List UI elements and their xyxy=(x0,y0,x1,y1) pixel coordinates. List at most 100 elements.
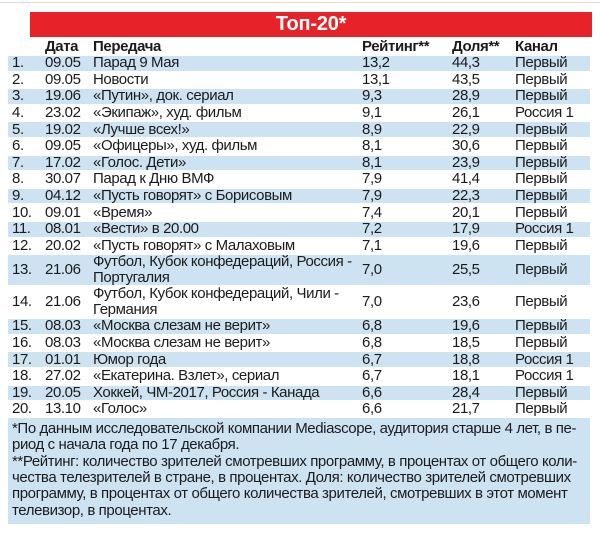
table-row: 16. 08.03 «Москва слезам не верит» 6,8 18,5 П… xyxy=(8,335,590,352)
cell-date: 04.12 xyxy=(45,187,81,205)
table-row: 17. 01.01 Юмор года 6,7 18,8 Россия 1 xyxy=(8,351,590,368)
cell-num: 20. xyxy=(12,400,32,418)
cell-share: 28,9 xyxy=(452,87,480,105)
cell-date: 09.05 xyxy=(45,70,81,88)
cell-share: 18,5 xyxy=(452,334,480,352)
table-row: 12. 20.02 «Пусть говорят» с Малаховым 7,1 19… xyxy=(8,236,590,255)
cell-date: 30.07 xyxy=(45,170,81,188)
footnote-line: телевизор, в процентах. xyxy=(12,501,172,519)
cell-share: 22,3 xyxy=(452,187,480,205)
cell-num: 5. xyxy=(12,120,24,138)
cell-share: 18,1 xyxy=(452,367,480,385)
cell-num: 12. xyxy=(12,236,32,254)
cell-channel: Россия 1 xyxy=(515,367,574,385)
cell-channel: Первый xyxy=(515,400,568,418)
cell-share: 25,5 xyxy=(452,261,480,279)
cell-num: 6. xyxy=(12,137,24,155)
cell-program: Хоккей, ЧМ-2017, Россия - Канада xyxy=(93,383,320,401)
footnotes: *По данным исследовательской компании Me… xyxy=(8,417,590,525)
cell-program: «Москва слезам не верит» xyxy=(93,317,270,335)
cell-num: 17. xyxy=(12,350,32,368)
cell-program: Новости xyxy=(93,70,149,88)
cell-share: 21,7 xyxy=(452,400,480,418)
footnote-line: **Рейтинг: количество зрителей смотревши… xyxy=(12,452,577,470)
cell-date: 17.02 xyxy=(45,153,81,171)
table-row: 8. 30.07 Парад к Дню ВМФ 7,9 41,4 Первый xyxy=(8,171,590,188)
table-row: 1. 09.05 Парад 9 Мая 13,2 44,3 Первый xyxy=(8,55,590,72)
cell-channel: Первый xyxy=(515,153,568,171)
cell-rating: 7,2 xyxy=(362,220,382,238)
cell-program: «Офицеры», худ. фильм xyxy=(93,137,258,155)
table-body: 1. 09.05 Парад 9 Мая 13,2 44,3 Первый 2. 09.05 Н… xyxy=(8,55,590,418)
footnote-line: программу, в процентах от общего количес… xyxy=(12,485,568,503)
cell-date: 13.10 xyxy=(45,400,81,418)
header-program: Передача xyxy=(93,37,161,55)
cell-share: 18,8 xyxy=(452,350,480,368)
cell-program: Футбол, Кубок конфедераций, Россия - Пор… xyxy=(93,253,352,287)
cell-share: 26,1 xyxy=(452,104,480,122)
cell-rating: 7,0 xyxy=(362,261,382,279)
cell-num: 14. xyxy=(12,293,32,311)
cell-rating: 8,1 xyxy=(362,137,382,155)
cell-channel: Россия 1 xyxy=(515,104,574,122)
cell-channel: Первый xyxy=(515,120,568,138)
cell-num: 13. xyxy=(12,261,32,279)
title-bar: Топ-20* xyxy=(30,12,592,37)
cell-channel: Первый xyxy=(515,87,568,105)
cell-rating: 6,8 xyxy=(362,334,382,352)
cell-share: 41,4 xyxy=(452,170,480,188)
cell-channel: Россия 1 xyxy=(515,350,574,368)
cell-rating: 13,1 xyxy=(362,70,390,88)
cell-share: 30,6 xyxy=(452,137,480,155)
cell-share: 20,1 xyxy=(452,203,480,221)
table-row: 9. 04.12 «Пусть говорят» с Борисовым 7,9 22,… xyxy=(8,188,590,205)
cell-date: 19.06 xyxy=(45,87,81,105)
cell-date: 21.06 xyxy=(45,293,81,311)
cell-date: 09.05 xyxy=(45,137,81,155)
cell-rating: 6,7 xyxy=(362,350,382,368)
cell-num: 11. xyxy=(12,220,31,238)
cell-date: 20.05 xyxy=(45,383,81,401)
cell-channel: Первый xyxy=(515,334,568,352)
cell-rating: 6,6 xyxy=(362,400,382,418)
cell-date: 08.03 xyxy=(45,334,81,352)
cell-program: Футбол, Кубок конфедераций, Чили - Герма… xyxy=(93,285,339,319)
cell-num: 8. xyxy=(12,170,24,188)
footnote-line: чества телезрителей в стране, в процента… xyxy=(12,468,571,486)
cell-num: 7. xyxy=(12,153,24,171)
table-row: 5. 19.02 «Лучше всех!» 8,9 22,9 Первый xyxy=(8,121,590,138)
table-row: 10. 09.01 «Время» 7,4 20,1 Первый xyxy=(8,204,590,221)
table-row: 3. 19.06 «Путин», док. сериал 9,3 28,9 Первый xyxy=(8,88,590,105)
table-row: 11. 08.01 «Вести» в 20.00 7,2 17,9 Россия 1 xyxy=(8,221,590,238)
cell-num: 2. xyxy=(12,70,24,88)
footnote-line: *По данным исследовательской компании Me… xyxy=(12,419,577,437)
table-row: 20. 13.10 «Голос» 6,6 21,7 Первый xyxy=(8,401,590,418)
cell-program: «Лучше всех!» xyxy=(93,120,190,138)
cell-channel: Первый xyxy=(515,137,568,155)
cell-share: 23,9 xyxy=(452,153,480,171)
cell-date: 09.01 xyxy=(45,203,81,221)
cell-program: «Голос» xyxy=(93,400,147,418)
content: Топ-20* Дата Передача Рейтинг** Доля** К… xyxy=(8,12,592,525)
table-row: 15. 08.03 «Москва слезам не верит» 6,8 19,6 П… xyxy=(8,318,590,335)
table-row: 6. 09.05 «Офицеры», худ. фильм 8,1 30,6 Первы… xyxy=(8,138,590,155)
cell-date: 01.01 xyxy=(45,350,81,368)
cell-channel: Первый xyxy=(515,54,568,72)
cell-program: «Голос. Дети» xyxy=(93,153,186,171)
cell-num: 9. xyxy=(12,187,24,205)
table-row: 19. 20.05 Хоккей, ЧМ-2017, Россия - Канада… xyxy=(8,383,590,402)
cell-share: 28,4 xyxy=(452,383,480,401)
cell-program: «Екатерина. Взлет», сериал xyxy=(93,367,280,385)
cell-rating: 7,9 xyxy=(362,170,382,188)
cell-channel: Первый xyxy=(515,170,568,188)
cell-rating: 7,0 xyxy=(362,293,382,311)
cell-date: 20.02 xyxy=(45,236,81,254)
cell-channel: Первый xyxy=(515,236,568,254)
page-title: Топ-20* xyxy=(275,13,347,35)
cell-num: 1. xyxy=(12,54,24,72)
table-row: 4. 23.02 «Экипаж», худ. фильм 9,1 26,1 Россия… xyxy=(8,105,590,122)
cell-num: 16. xyxy=(12,334,32,352)
cell-channel: Россия 1 xyxy=(515,220,574,238)
cell-num: 15. xyxy=(12,317,32,335)
